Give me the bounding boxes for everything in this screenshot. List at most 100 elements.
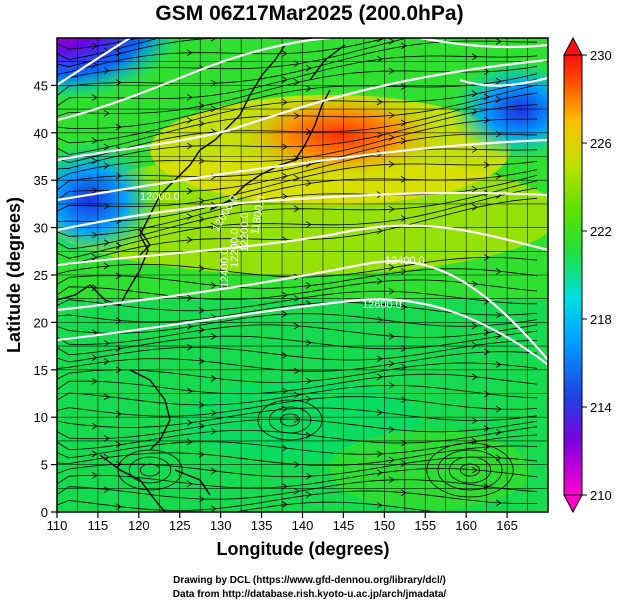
x-axis-label: Longitude (degrees) — [216, 539, 389, 559]
stream-arrow — [376, 227, 383, 235]
stream-arrow — [103, 393, 110, 401]
stream-arrow — [293, 155, 300, 162]
stream-arrow — [198, 495, 205, 503]
credit-dcl: Drawing by DCL (https://www.gfd-dennou.o… — [173, 575, 446, 586]
stream-arrow — [376, 131, 383, 139]
stream-arrow — [376, 316, 383, 324]
stream-arrow — [281, 352, 288, 359]
streamline — [57, 434, 538, 459]
streamline — [57, 169, 538, 222]
stream-arrow — [495, 499, 502, 507]
stream-arrow — [388, 288, 395, 295]
stream-arrow — [210, 222, 217, 230]
stream-arrow — [281, 76, 288, 84]
stream-arrow — [186, 323, 193, 330]
stream-arrow — [483, 390, 490, 398]
stream-arrow — [281, 310, 288, 318]
streamline — [57, 180, 538, 250]
stream-arrow — [388, 382, 395, 389]
stream-arrow — [198, 157, 205, 165]
streamline — [232, 501, 538, 512]
stream-arrow — [210, 333, 217, 340]
streamline — [57, 73, 538, 129]
stream-arrow — [186, 142, 193, 150]
stream-arrow — [471, 146, 478, 153]
stream-arrow — [495, 268, 502, 275]
stream-arrow — [400, 268, 407, 275]
x-tick-label: 140 — [292, 518, 314, 533]
y-tick-label: 40 — [34, 126, 48, 141]
stream-arrow — [388, 426, 395, 433]
streamline — [57, 340, 538, 363]
stream-arrow — [103, 453, 110, 461]
streamline — [57, 445, 538, 466]
stream-arrow — [198, 450, 205, 458]
x-tick-label: 150 — [373, 518, 395, 533]
stream-arrow — [198, 326, 205, 334]
stream-arrow — [91, 187, 98, 194]
y-tick-label: 45 — [34, 78, 48, 93]
streamline — [57, 418, 538, 440]
stream-arrow — [483, 93, 490, 101]
stream-arrow — [91, 354, 98, 361]
stream-arrow — [483, 425, 490, 432]
stream-arrow — [198, 102, 205, 109]
stream-arrow — [115, 410, 122, 418]
stream-arrow — [471, 322, 478, 330]
stream-arrow — [91, 284, 98, 292]
stream-arrow — [388, 264, 395, 271]
coastline — [57, 44, 346, 512]
colorbar-tick-label: 226 — [590, 136, 612, 151]
contour-label: 12000.0 — [140, 191, 180, 203]
x-tick-label: 130 — [210, 518, 232, 533]
stream-arrow — [483, 348, 490, 356]
stream-arrow — [388, 333, 395, 340]
stream-arrow — [495, 96, 502, 103]
contour-label: 12400.0 — [219, 248, 231, 288]
stream-arrow — [472, 13, 477, 19]
stream-arrow — [400, 83, 407, 91]
stream-arrow — [471, 90, 478, 98]
x-tick-label: 125 — [169, 518, 191, 533]
streamline — [57, 187, 538, 259]
streamlines — [57, 13, 538, 512]
stream-arrow — [186, 387, 193, 395]
stream-arrow — [293, 461, 300, 468]
stream-arrow — [198, 401, 205, 409]
stream-arrow — [103, 435, 110, 442]
streamline — [57, 38, 388, 75]
stream-arrow — [115, 242, 122, 250]
stream-arrow — [281, 98, 288, 106]
stream-arrow — [115, 366, 122, 374]
streamline — [57, 384, 538, 406]
stream-arrow — [400, 215, 407, 222]
x-tick-label: 160 — [455, 518, 477, 533]
stream-gyre — [139, 463, 160, 477]
stream-arrow — [388, 476, 395, 484]
chart-title: GSM 06Z17Mar2025 (200.0hPa) — [155, 2, 464, 25]
stream-arrow — [91, 61, 98, 69]
streamline — [57, 161, 538, 212]
stream-arrow — [400, 137, 407, 145]
streamline — [57, 133, 538, 191]
stream-arrow — [198, 215, 205, 223]
stream-arrow — [281, 387, 288, 395]
streamline — [57, 84, 538, 155]
stream-arrow — [293, 367, 300, 375]
stream-arrow — [103, 162, 110, 169]
streamline — [57, 467, 538, 489]
stream-arrow — [388, 160, 395, 168]
streamline — [57, 40, 538, 96]
stream-arrow — [294, 20, 299, 26]
stream-arrow — [91, 471, 98, 479]
colorbar-tick-label: 222 — [590, 224, 612, 239]
stream-arrow — [198, 197, 205, 205]
stream-arrow — [305, 179, 312, 187]
colorbar-tick-label: 210 — [590, 488, 612, 503]
stream-arrow — [471, 280, 478, 288]
stream-arrow — [388, 111, 395, 119]
streamline — [57, 92, 538, 164]
stream-gyre — [257, 399, 323, 441]
stream-arrow — [471, 203, 478, 211]
stream-arrow — [186, 438, 193, 446]
